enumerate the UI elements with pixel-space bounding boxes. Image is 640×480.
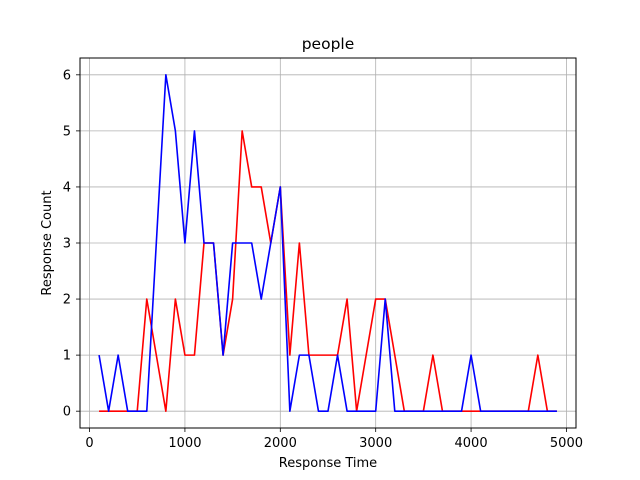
- x-tick-label: 1000: [168, 436, 201, 451]
- y-tick-label: 5: [63, 124, 71, 139]
- x-axis-label: Response Time: [279, 456, 377, 471]
- y-tick-label: 4: [63, 180, 71, 195]
- y-tick-label: 6: [63, 68, 71, 83]
- chart-title: people: [302, 35, 355, 53]
- y-axis-label: Response Count: [40, 190, 55, 295]
- x-tick-label: 4000: [455, 436, 488, 451]
- y-tick-label: 1: [63, 349, 71, 364]
- x-axis-ticks: 0 1000 2000 3000 4000 5000: [85, 428, 583, 451]
- series-line-2: [98, 74, 557, 412]
- y-axis-ticks: 0 1 2 3 4 5 6: [63, 68, 80, 420]
- y-tick-label: 3: [63, 237, 71, 252]
- x-tick-label: 3000: [359, 436, 392, 451]
- x-tick-label: 2000: [264, 436, 297, 451]
- x-tick-label: 5000: [550, 436, 583, 451]
- y-tick-label: 0: [63, 405, 71, 420]
- series-lines: [98, 74, 557, 412]
- x-tick-label: 0: [85, 436, 93, 451]
- y-tick-label: 2: [63, 293, 71, 308]
